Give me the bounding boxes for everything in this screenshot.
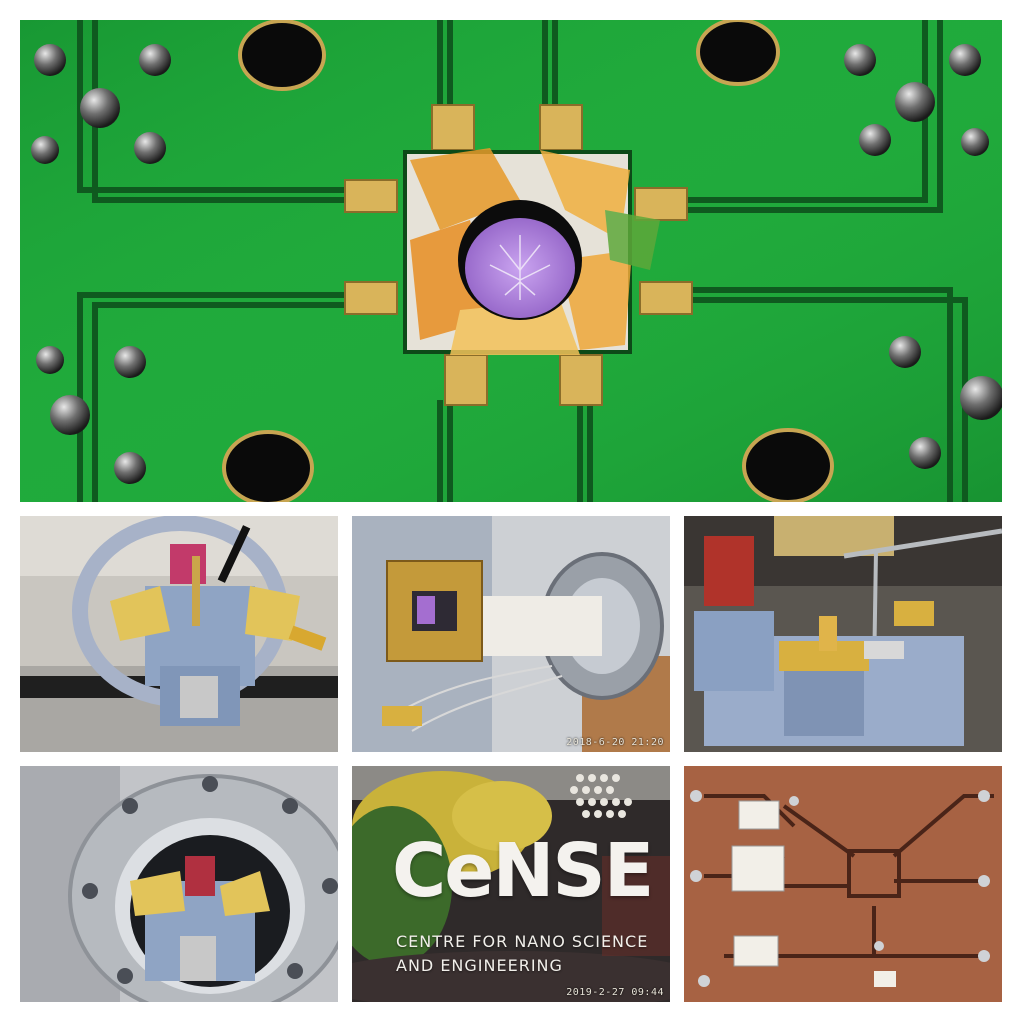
pcb-sample-closeup-photo	[20, 20, 1002, 502]
timestamp: 2018-6-20 21:20	[566, 737, 664, 748]
timestamp: 2019-2-27 09:44	[566, 987, 664, 998]
cense-logo-text: CeNSE	[392, 828, 654, 914]
probe-stick-photo: 2018-6-20 21:20	[352, 516, 670, 752]
cense-subtitle-line1: CENTRE FOR NANO SCIENCE	[396, 932, 649, 951]
cense-sign-photo: CeNSE CENTRE FOR NANO SCIENCE AND ENGINE…	[352, 766, 670, 1002]
holder-angle-photo	[684, 516, 1002, 752]
rf-board-photo	[684, 766, 1002, 1002]
vacuum-port-photo	[20, 766, 338, 1002]
sample-holder-front-photo	[20, 516, 338, 752]
cense-subtitle-line2: AND ENGINEERING	[396, 956, 563, 975]
